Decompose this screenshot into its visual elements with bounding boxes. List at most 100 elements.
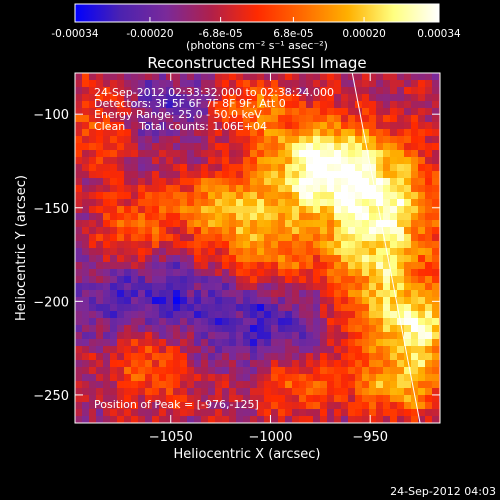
heatmap-cell — [320, 395, 328, 403]
heatmap-cell — [278, 339, 286, 347]
heatmap-cell — [411, 157, 419, 165]
heatmap-cell — [236, 325, 244, 333]
heatmap-cell — [306, 269, 314, 277]
heatmap-cell — [341, 255, 349, 263]
heatmap-cell — [425, 101, 433, 109]
heatmap-cell — [376, 353, 384, 361]
heatmap-cell — [173, 416, 181, 423]
heatmap-cell — [313, 213, 321, 221]
heatmap-cell — [222, 339, 230, 347]
heatmap-cell — [397, 325, 405, 333]
heatmap-cell — [376, 248, 384, 256]
heatmap-cell — [180, 143, 188, 151]
heatmap-cell — [208, 269, 216, 277]
heatmap-cell — [313, 353, 321, 361]
heatmap-cell — [390, 409, 398, 417]
heatmap-cell — [348, 367, 356, 375]
heatmap-cell — [355, 178, 363, 186]
heatmap-cell — [180, 73, 188, 81]
heatmap-cell — [299, 108, 307, 116]
heatmap-cell — [278, 367, 286, 375]
heatmap-cell — [320, 192, 328, 200]
heatmap-cell — [411, 136, 419, 144]
heatmap-cell — [124, 143, 132, 151]
heatmap-cell — [103, 297, 111, 305]
heatmap-cell — [96, 171, 104, 179]
heatmap-cell — [201, 122, 209, 130]
heatmap-cell — [75, 122, 83, 130]
heatmap-cell — [194, 276, 202, 284]
heatmap-cell — [306, 73, 314, 81]
heatmap-cell — [187, 178, 195, 186]
heatmap-cell — [376, 395, 384, 403]
heatmap-cell — [320, 80, 328, 88]
heatmap-cell — [285, 150, 293, 158]
heatmap-cell — [278, 283, 286, 291]
heatmap-cell — [89, 297, 97, 305]
heatmap-cell — [103, 304, 111, 312]
heatmap-cell — [159, 157, 167, 165]
heatmap-cell — [411, 262, 419, 270]
heatmap-cell — [131, 304, 139, 312]
heatmap-cell — [173, 304, 181, 312]
heatmap-cell — [369, 80, 377, 88]
colorbar-ticks: -0.00034 -0.00020 -6.8e-05 6.8e-05 0.00020 0.… — [51, 17, 461, 40]
heatmap-cell — [166, 136, 174, 144]
heatmap-cell — [369, 311, 377, 319]
heatmap-cell — [411, 276, 419, 284]
heatmap-cell — [117, 220, 125, 228]
heatmap-cell — [257, 164, 265, 172]
heatmap-cell — [117, 304, 125, 312]
heatmap-cell — [103, 185, 111, 193]
heatmap-cell — [418, 87, 426, 95]
heatmap-cell — [411, 150, 419, 158]
heatmap-cell — [292, 185, 300, 193]
heatmap-cell — [194, 136, 202, 144]
heatmap-cell — [257, 388, 265, 396]
heatmap-cell — [348, 164, 356, 172]
heatmap-cell — [334, 374, 342, 382]
heatmap-cell — [390, 416, 398, 423]
heatmap-cell — [166, 402, 174, 410]
heatmap-cell — [96, 367, 104, 375]
heatmap-cell — [173, 164, 181, 172]
heatmap-cell — [208, 262, 216, 270]
annotation-method-counts: Clean Total counts: 1.06E+04 — [94, 120, 267, 133]
heatmap-cell — [208, 367, 216, 375]
heatmap-cell — [173, 388, 181, 396]
heatmap-cell — [138, 297, 146, 305]
heatmap-cell — [208, 290, 216, 298]
heatmap-cell — [173, 143, 181, 151]
heatmap-cell — [75, 143, 83, 151]
heatmap-cell — [411, 192, 419, 200]
heatmap-cell — [110, 304, 118, 312]
heatmap-cell — [299, 227, 307, 235]
heatmap-cell — [348, 171, 356, 179]
heatmap-cell — [187, 143, 195, 151]
heatmap-cell — [82, 94, 90, 102]
heatmap-cell — [369, 213, 377, 221]
heatmap-cell — [110, 409, 118, 417]
heatmap-cell — [404, 241, 412, 249]
heatmap-cell — [432, 332, 440, 340]
heatmap-cell — [131, 269, 139, 277]
heatmap-cell — [152, 227, 160, 235]
heatmap-cell — [166, 129, 174, 137]
heatmap-cell — [243, 87, 251, 95]
heatmap-cell — [390, 73, 398, 81]
heatmap-cell — [264, 269, 272, 277]
heatmap-cell — [187, 206, 195, 214]
heatmap-cell — [432, 171, 440, 179]
heatmap-cell — [264, 80, 272, 88]
heatmap-cell — [285, 353, 293, 361]
heatmap-cell — [355, 129, 363, 137]
heatmap-cell — [376, 171, 384, 179]
heatmap-cell — [159, 164, 167, 172]
heatmap-cell — [159, 80, 167, 88]
heatmap-cell — [96, 213, 104, 221]
heatmap-cell — [96, 374, 104, 382]
heatmap-cell — [159, 311, 167, 319]
heatmap-cell — [82, 283, 90, 291]
heatmap-cell — [166, 122, 174, 130]
heatmap-cell — [180, 171, 188, 179]
